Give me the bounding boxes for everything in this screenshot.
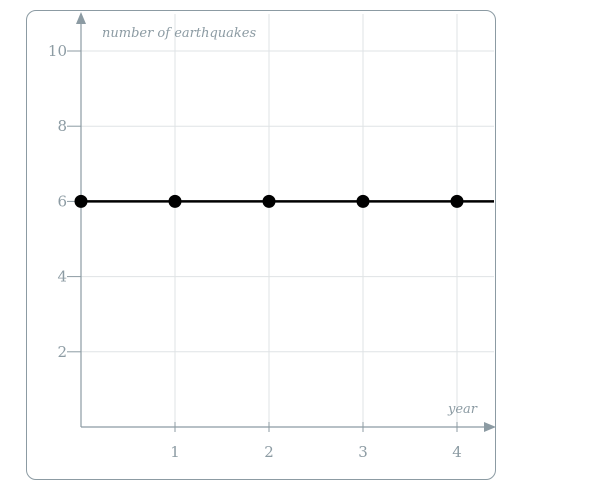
x-axis-title: year (447, 402, 478, 417)
data-point-1 (168, 194, 182, 208)
x-tick-label-2: 2 (264, 443, 274, 461)
y-tick-label-8: 8 (57, 117, 67, 135)
x-axis-arrow-icon (484, 422, 496, 432)
series-layer (74, 194, 494, 208)
y-axis-title: number of earthquakes (102, 26, 256, 41)
grid (81, 14, 494, 427)
y-tick-label-10: 10 (48, 42, 67, 60)
x-tick-label-1: 1 (170, 443, 180, 461)
y-axis-arrow-icon (76, 12, 86, 24)
chart-frame (26, 10, 496, 480)
axes: 1 2 3 4 2 4 6 8 10 (48, 12, 496, 461)
data-point-3 (356, 194, 370, 208)
data-point-4 (450, 194, 464, 208)
y-tick-label-2: 2 (57, 343, 67, 361)
y-tick-label-6: 6 (57, 192, 67, 210)
data-point-0 (74, 194, 88, 208)
y-tick-label-4: 4 (57, 268, 67, 286)
x-tick-label-3: 3 (358, 443, 368, 461)
x-tick-label-4: 4 (452, 443, 462, 461)
data-point-2 (262, 194, 276, 208)
